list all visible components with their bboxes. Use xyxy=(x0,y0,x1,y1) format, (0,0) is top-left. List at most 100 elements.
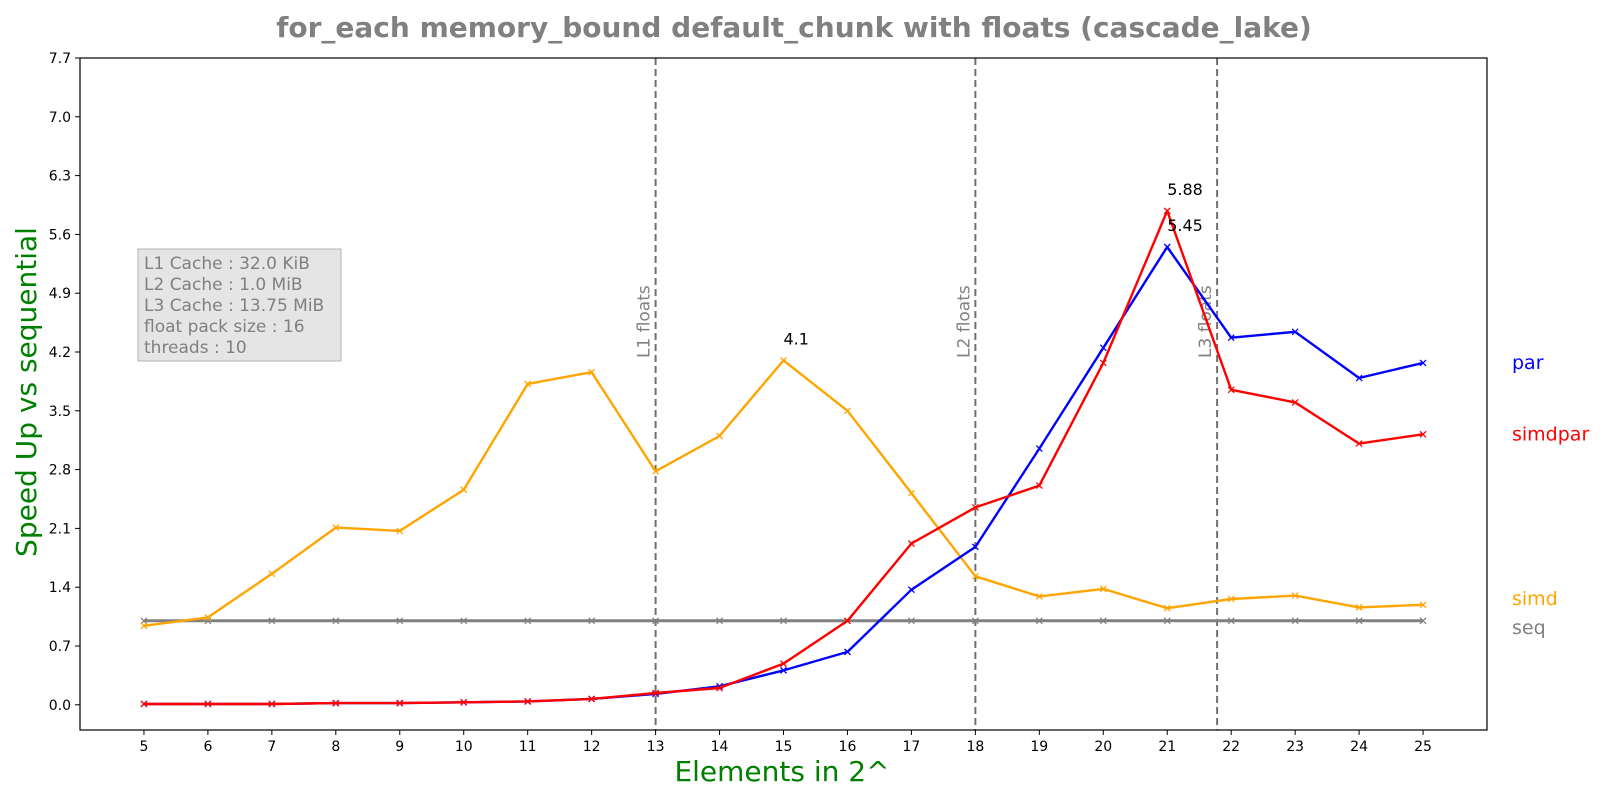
info-l2-cache: L2 Cache : 1.0 MiB xyxy=(144,275,303,295)
data-point-par xyxy=(1227,334,1235,342)
data-point-par xyxy=(971,543,979,551)
series-label-simdpar: simdpar xyxy=(1512,423,1589,445)
data-point-simd xyxy=(1163,604,1171,612)
peak-annotation: 4.1 xyxy=(784,329,809,348)
data-point-simd xyxy=(907,489,915,497)
x-tick-label: 9 xyxy=(395,739,404,755)
plot-frame xyxy=(79,57,1488,731)
y-tick-label: 4.9 xyxy=(49,286,71,302)
data-point-simd xyxy=(1291,592,1299,600)
data-point-simdpar xyxy=(843,617,851,625)
data-point-seq xyxy=(971,617,979,625)
chart-title: for_each memory_bound default_chunk with… xyxy=(276,11,1312,44)
data-point-seq xyxy=(1099,617,1107,625)
info-l1-cache: L1 Cache : 32.0 KiB xyxy=(144,254,310,274)
data-point-seq xyxy=(1419,617,1427,625)
data-point-seq xyxy=(652,617,660,625)
data-point-simd xyxy=(652,467,660,475)
x-tick-label: 7 xyxy=(267,739,276,755)
data-point-simd xyxy=(524,380,532,388)
data-point-simdpar xyxy=(652,689,660,697)
data-point-par xyxy=(907,586,915,594)
x-tick-label: 22 xyxy=(1222,739,1240,755)
data-point-seq xyxy=(1355,617,1363,625)
data-point-simd xyxy=(204,613,212,621)
data-point-seq xyxy=(1163,617,1171,625)
info-l3-cache: L3 Cache : 13.75 MiB xyxy=(144,296,324,316)
x-tick-label: 11 xyxy=(519,739,537,755)
data-point-simdpar xyxy=(588,695,596,703)
y-axis-label: Speed Up vs sequential xyxy=(10,227,43,557)
x-tick-label: 23 xyxy=(1286,739,1304,755)
data-point-seq xyxy=(268,617,276,625)
x-tick-label: 20 xyxy=(1094,739,1112,755)
x-tick-label: 14 xyxy=(711,739,729,755)
y-tick-label: 7.0 xyxy=(49,110,71,126)
x-tick-label: 18 xyxy=(966,739,984,755)
series-line-simd xyxy=(143,359,1424,627)
info-threads: threads : 10 xyxy=(144,338,247,358)
cache-boundary-label: L2 floats xyxy=(954,285,974,358)
data-point-simdpar xyxy=(1227,386,1235,394)
x-tick-label: 8 xyxy=(331,739,340,755)
y-tick-label: 7.7 xyxy=(49,51,71,67)
peak-annotation: 5.88 xyxy=(1167,180,1203,199)
y-tick-label: 2.1 xyxy=(49,521,71,537)
data-point-simdpar xyxy=(204,700,212,708)
data-point-simd xyxy=(1419,601,1427,609)
data-point-simdpar xyxy=(140,700,148,708)
data-point-seq xyxy=(460,617,468,625)
data-point-simd xyxy=(1035,592,1043,600)
y-tick-label: 0.7 xyxy=(49,639,71,655)
x-tick-label: 24 xyxy=(1350,739,1368,755)
y-tick-label: 3.5 xyxy=(49,404,71,420)
data-point-seq xyxy=(588,617,596,625)
data-point-simd xyxy=(396,527,404,535)
x-tick-label: 25 xyxy=(1414,739,1432,755)
cache-info-box: L1 Cache : 32.0 KiB L2 Cache : 1.0 MiB L… xyxy=(137,248,342,362)
data-point-simd xyxy=(140,622,148,630)
x-tick-label: 17 xyxy=(902,739,920,755)
info-box-background xyxy=(137,248,342,362)
data-point-simd xyxy=(780,356,787,364)
data-point-simdpar xyxy=(1163,207,1171,215)
data-point-simd xyxy=(332,524,340,532)
data-point-simdpar xyxy=(396,699,404,707)
x-tick-label: 16 xyxy=(839,739,857,755)
data-point-seq xyxy=(780,617,787,625)
data-point-seq xyxy=(1227,617,1235,625)
data-point-par xyxy=(780,666,787,674)
data-point-seq xyxy=(396,617,404,625)
data-point-simdpar xyxy=(332,699,340,707)
x-tick-label: 6 xyxy=(203,739,212,755)
x-tick-label: 12 xyxy=(583,739,601,755)
data-point-simd xyxy=(460,486,468,494)
data-point-simdpar xyxy=(907,540,915,547)
y-tick-label: 4.2 xyxy=(49,345,71,361)
data-point-simd xyxy=(716,432,724,440)
data-point-par xyxy=(1099,344,1107,352)
data-point-seq xyxy=(524,617,532,625)
peak-annotation: 5.45 xyxy=(1167,216,1203,235)
y-tick-label: 6.3 xyxy=(49,169,71,185)
data-point-seq xyxy=(1035,617,1043,625)
data-point-seq xyxy=(716,617,724,625)
data-point-par xyxy=(1355,374,1363,382)
cache-boundary-label: L1 floats xyxy=(635,285,655,358)
data-point-par xyxy=(1163,243,1171,251)
series-label-seq: seq xyxy=(1512,617,1546,639)
data-point-simdpar xyxy=(716,684,724,692)
x-tick-label: 10 xyxy=(455,739,473,755)
data-point-seq xyxy=(140,617,148,625)
data-point-simdpar xyxy=(971,503,979,511)
data-point-simdpar xyxy=(268,700,276,708)
data-point-simd xyxy=(268,570,276,578)
info-pack-size: float pack size : 16 xyxy=(144,317,305,337)
y-tick-label: 2.8 xyxy=(49,463,71,479)
data-point-simdpar xyxy=(1419,430,1427,438)
data-point-simdpar xyxy=(524,697,532,705)
series-label-simd: simd xyxy=(1512,588,1558,610)
data-point-simdpar xyxy=(1099,359,1107,367)
data-point-simd xyxy=(588,368,596,376)
